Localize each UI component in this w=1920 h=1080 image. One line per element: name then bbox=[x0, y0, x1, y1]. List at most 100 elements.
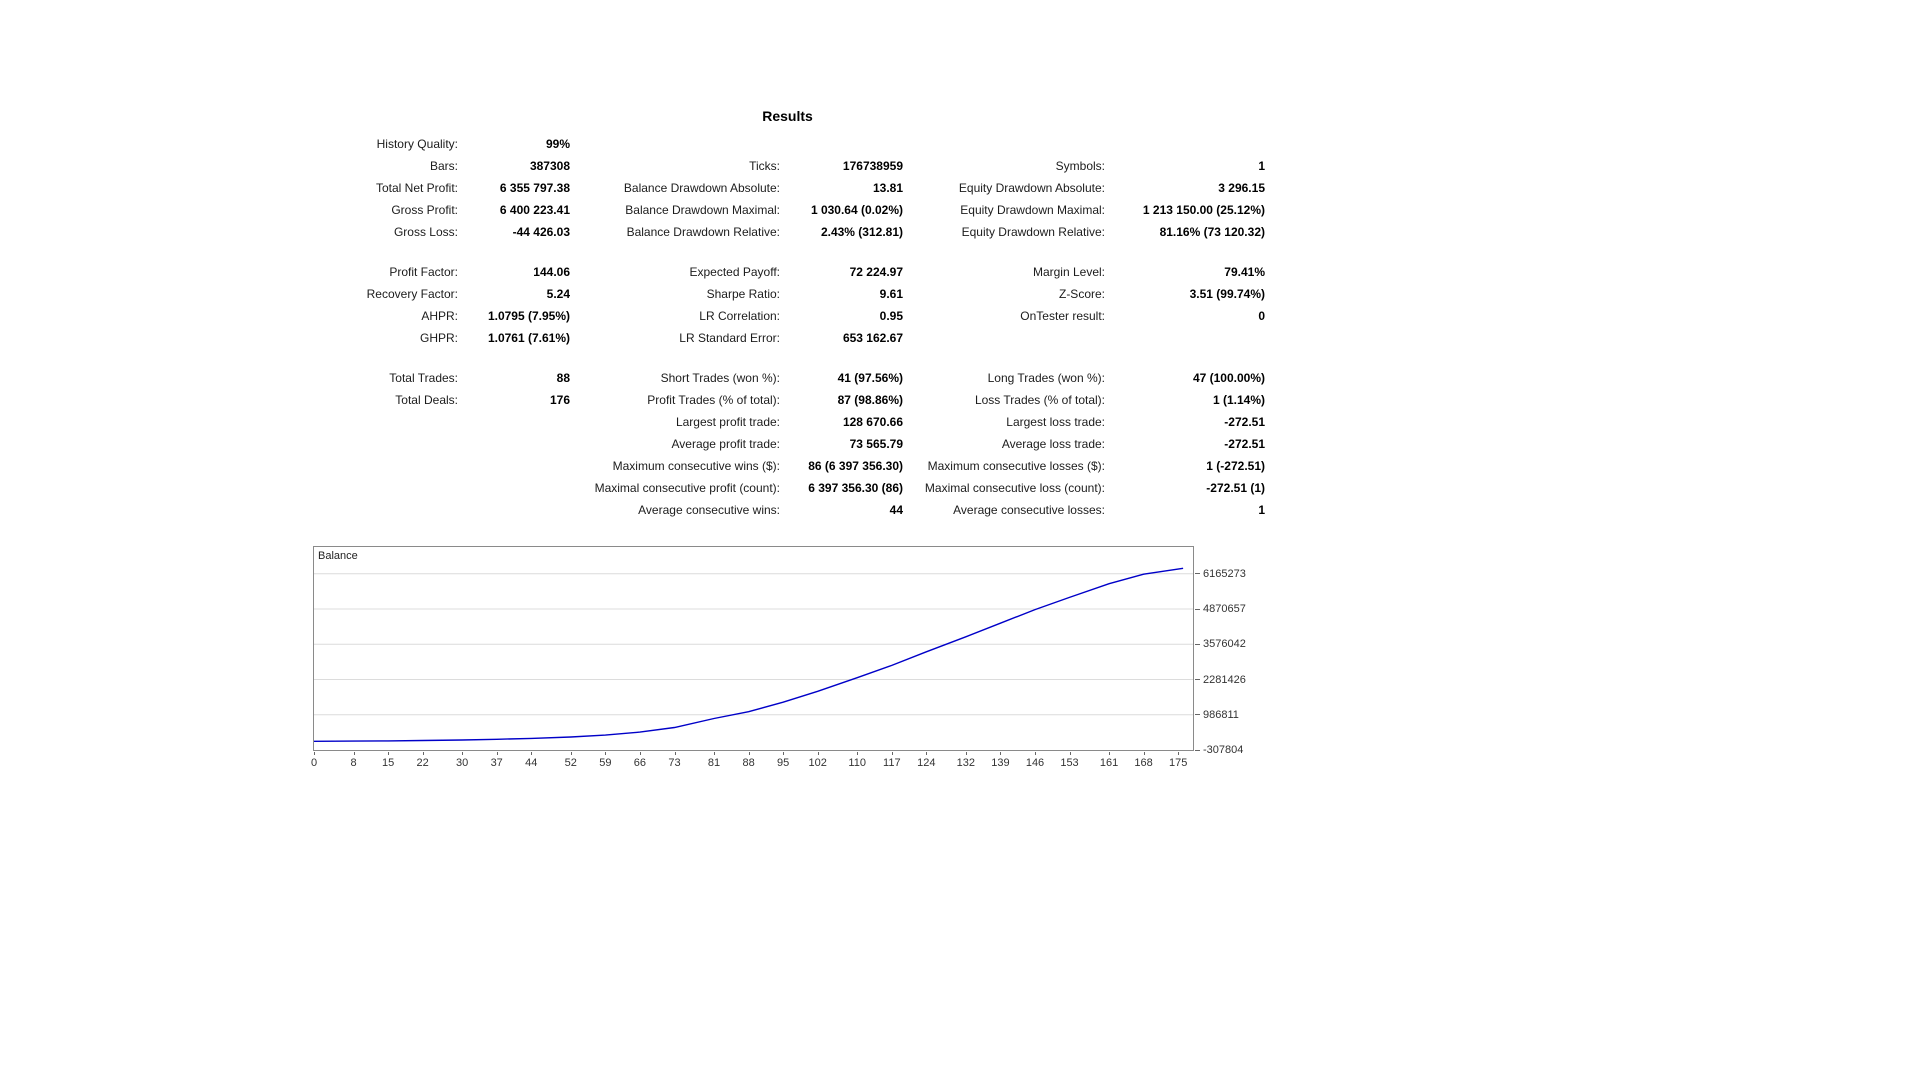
stat-value: 144.06 bbox=[533, 265, 570, 279]
x-axis-label: 73 bbox=[668, 757, 681, 769]
x-axis-label: 81 bbox=[707, 757, 721, 769]
stat-label: Total Deals: bbox=[395, 393, 458, 407]
stat-value: 99% bbox=[545, 137, 570, 151]
y-axis-tick bbox=[1195, 643, 1200, 645]
x-axis-label: 22 bbox=[416, 757, 429, 769]
stat-label: Margin Level: bbox=[1032, 265, 1105, 279]
stats-row: History Quality: 99% bbox=[310, 133, 1265, 155]
stat-label: Long Trades (won %): bbox=[987, 371, 1105, 385]
stat-label: Average profit trade: bbox=[671, 437, 780, 451]
stat-value: 6 397 356.30 (86) bbox=[808, 481, 903, 495]
stat-value: 6 400 223.41 bbox=[499, 203, 570, 217]
stat-value: 44 bbox=[889, 503, 903, 517]
stat-value: 1 bbox=[1258, 503, 1265, 517]
stats-row: Maximum consecutive wins ($): 86 (6 397 3… bbox=[310, 455, 1265, 477]
y-axis-tick bbox=[1195, 749, 1200, 751]
stat-label: Maximal consecutive profit (count): bbox=[594, 481, 780, 495]
balance-chart: Balance 6165273 4870657 3576042 2281426 9868… bbox=[311, 546, 1246, 769]
x-axis-label: 102 bbox=[808, 757, 827, 769]
stat-label: Gross Loss: bbox=[393, 225, 458, 239]
stats-row: GHPR: 1.0761 (7.61%) LR Standard Error: 653… bbox=[310, 327, 1265, 349]
x-axis-tick bbox=[674, 752, 676, 755]
stats-table: History Quality: 99% Bars: 387308 Ticks: 1767… bbox=[310, 133, 1265, 521]
stat-value: 1 213 150.00 (25.12%) bbox=[1142, 203, 1265, 217]
stat-label: Expected Payoff: bbox=[689, 265, 780, 279]
stat-value: 73 565.79 bbox=[849, 437, 903, 451]
stat-label: Total Net Profit: bbox=[375, 181, 458, 195]
stat-label: LR Correlation: bbox=[699, 309, 780, 323]
x-axis-label: 139 bbox=[991, 757, 1010, 769]
x-axis-label: 66 bbox=[633, 757, 647, 769]
stat-label: Equity Drawdown Maximal: bbox=[960, 203, 1105, 217]
stats-row: Total Deals: 176 Profit Trades (% of total… bbox=[310, 389, 1265, 411]
stat-label: GHPR: bbox=[419, 331, 458, 345]
stat-label: Z-Score: bbox=[1058, 287, 1105, 301]
y-axis-tick bbox=[1195, 679, 1200, 681]
stat-label: Average loss trade: bbox=[1001, 437, 1105, 451]
x-axis-label: 175 bbox=[1169, 757, 1188, 769]
stat-label: Largest loss trade: bbox=[1006, 415, 1105, 429]
stats-row: Gross Loss: -44 426.03 Balance Drawdown Re… bbox=[310, 221, 1265, 243]
stat-value: 128 670.66 bbox=[842, 415, 903, 429]
stat-label: Average consecutive wins: bbox=[638, 503, 780, 517]
stat-value: 3.51 (99.74%) bbox=[1189, 287, 1265, 301]
stat-label: Balance Drawdown Maximal: bbox=[625, 203, 780, 217]
balance-chart-section: Balance 6165273 4870657 3576042 2281426 9868… bbox=[311, 546, 1246, 769]
x-axis-label: 110 bbox=[848, 757, 866, 769]
y-axis-label-text: 3576042 bbox=[1203, 638, 1246, 651]
stat-value: -272.51 bbox=[1224, 415, 1265, 429]
stat-value: 81.16% (73 120.32) bbox=[1159, 225, 1265, 239]
stat-label: Average consecutive losses: bbox=[953, 503, 1105, 517]
stat-label: Symbols: bbox=[1055, 159, 1105, 173]
x-axis-label: 37 bbox=[490, 757, 503, 769]
stat-label: Profit Factor: bbox=[389, 265, 458, 279]
stat-value: 3 296.15 bbox=[1218, 181, 1265, 195]
stats-row: AHPR: 1.0795 (7.95%) LR Correlation: 0.95 On… bbox=[310, 305, 1265, 327]
stats-row: Profit Factor: 144.06 Expected Payoff: 72 2… bbox=[310, 261, 1265, 283]
x-axis-tick bbox=[783, 752, 785, 755]
stat-label: Loss Trades (% of total): bbox=[974, 393, 1105, 407]
stat-label: Short Trades (won %): bbox=[660, 371, 780, 385]
stat-value: -44 426.03 bbox=[512, 225, 570, 239]
stat-label: OnTester result: bbox=[1020, 309, 1105, 323]
stats-row: Average profit trade: 73 565.79 Average lo… bbox=[310, 433, 1265, 455]
x-axis-tick bbox=[1178, 752, 1180, 755]
x-axis-label: 30 bbox=[455, 757, 469, 769]
stat-label: Equity Drawdown Relative: bbox=[961, 225, 1105, 239]
x-axis-label: 59 bbox=[599, 757, 612, 769]
x-axis-label: 153 bbox=[1060, 757, 1079, 769]
stat-value: 88 bbox=[556, 371, 570, 385]
stat-value: 9.61 bbox=[879, 287, 903, 301]
x-axis-tick bbox=[570, 752, 572, 755]
stat-label: Equity Drawdown Absolute: bbox=[958, 181, 1105, 195]
x-axis-label: 124 bbox=[917, 757, 936, 769]
x-axis-label: 44 bbox=[525, 757, 538, 769]
stat-label: History Quality: bbox=[376, 137, 458, 151]
y-axis-tick bbox=[1195, 573, 1200, 575]
stat-label: Ticks: bbox=[749, 159, 780, 173]
x-axis-tick bbox=[817, 752, 819, 755]
x-axis-tick bbox=[496, 752, 498, 755]
y-axis-label-text: 986811 bbox=[1203, 708, 1239, 721]
stat-value: 1 bbox=[1258, 159, 1265, 173]
x-axis-tick bbox=[926, 752, 928, 755]
stat-label: Maximum consecutive wins ($): bbox=[612, 459, 780, 473]
stats-row: Gross Profit: 6 400 223.41 Balance Drawdow… bbox=[310, 199, 1265, 221]
y-axis-label: 986811 bbox=[1195, 709, 1239, 721]
stats-row: Total Trades: 88 Short Trades (won %): 41 (… bbox=[310, 367, 1265, 389]
stat-label: Balance Drawdown Absolute: bbox=[623, 181, 780, 195]
stat-value: 41 (97.56%) bbox=[837, 371, 903, 385]
stat-label: AHPR: bbox=[421, 309, 458, 323]
stat-value: 72 224.97 bbox=[849, 265, 903, 279]
stat-label: Maximal consecutive loss (count): bbox=[924, 481, 1105, 495]
x-axis-label: 146 bbox=[1025, 757, 1045, 769]
y-axis-label-text: -307804 bbox=[1203, 744, 1244, 756]
stat-label: Total Trades: bbox=[389, 371, 458, 385]
stat-value: 13.81 bbox=[872, 181, 903, 195]
y-axis-label: 3576042 bbox=[1195, 638, 1246, 650]
x-axis-label: 0 bbox=[310, 757, 318, 769]
y-axis-label: -307804 bbox=[1195, 744, 1243, 756]
stats-row: Largest profit trade: 128 670.66 Largest l… bbox=[310, 411, 1265, 433]
x-axis-label: 52 bbox=[564, 757, 577, 769]
